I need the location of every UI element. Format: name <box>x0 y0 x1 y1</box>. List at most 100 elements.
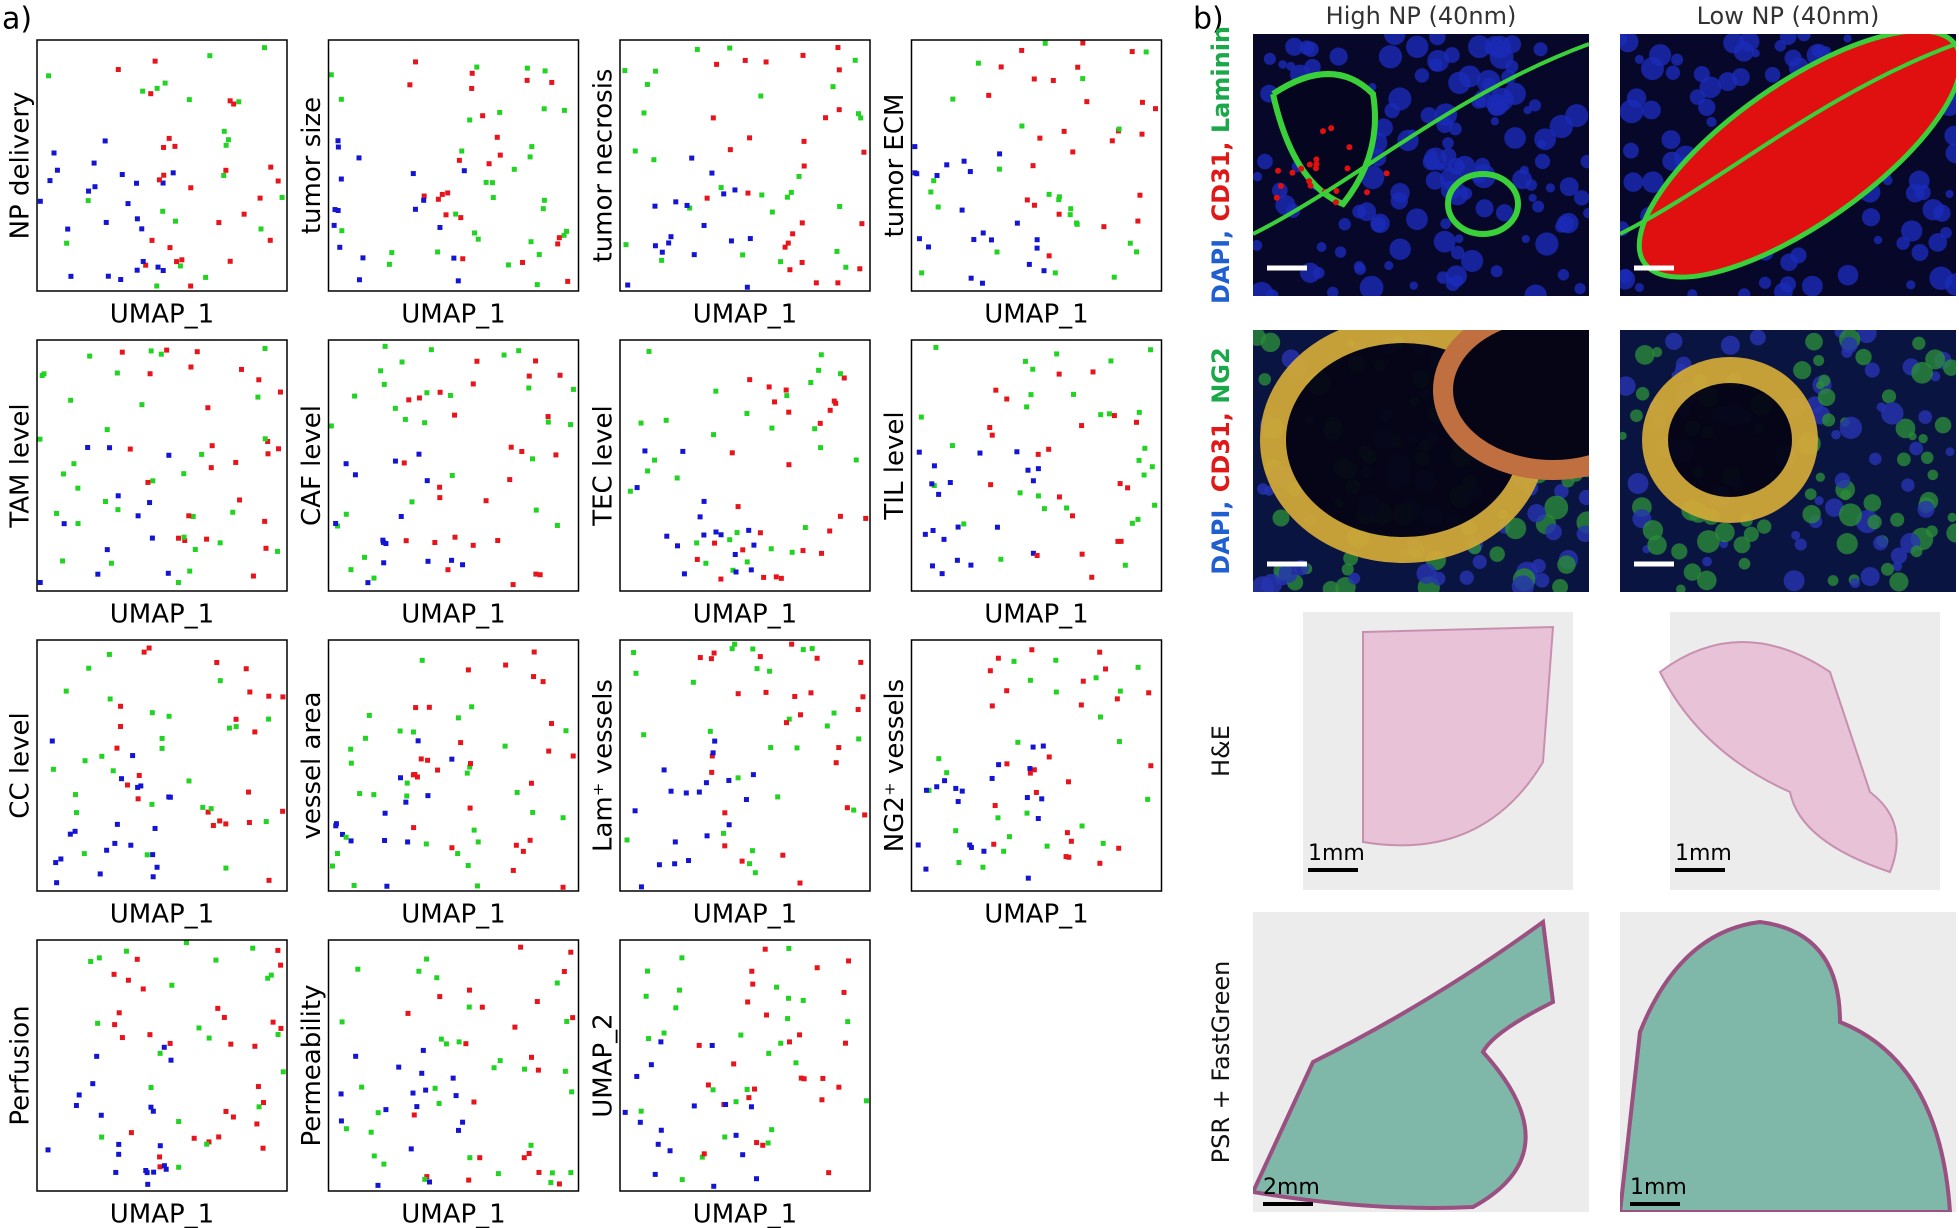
point <box>383 541 389 547</box>
point <box>758 93 764 99</box>
nucleus <box>1454 155 1476 177</box>
y-axis-label: Lam⁺ vessels <box>589 679 619 852</box>
nucleus <box>1671 53 1684 66</box>
point <box>474 64 480 70</box>
nucleus <box>1915 184 1931 201</box>
point <box>947 480 953 486</box>
signal <box>1306 161 1313 168</box>
nucleus <box>1450 245 1465 260</box>
point <box>674 543 680 549</box>
point <box>486 161 492 167</box>
point <box>426 704 432 710</box>
point <box>790 231 796 237</box>
point <box>266 877 272 883</box>
point <box>514 789 520 795</box>
point <box>703 780 709 786</box>
nucleus <box>1687 289 1698 296</box>
nucleus <box>1433 230 1456 253</box>
point <box>526 373 532 379</box>
point <box>1108 358 1114 364</box>
point <box>128 842 134 848</box>
point <box>633 670 639 676</box>
nucleus <box>1751 49 1760 58</box>
point <box>1044 843 1050 849</box>
row-label: H&E <box>1207 725 1235 777</box>
point <box>641 732 647 738</box>
point <box>855 707 861 713</box>
point <box>526 385 532 391</box>
point <box>668 788 674 794</box>
point <box>852 57 858 63</box>
nucleus <box>1360 165 1385 190</box>
point <box>1056 211 1062 217</box>
point <box>691 1103 697 1109</box>
point <box>47 178 53 184</box>
point <box>835 280 841 286</box>
nucleus <box>1627 473 1649 494</box>
point <box>798 712 804 718</box>
nucleus <box>1945 143 1956 164</box>
point <box>814 655 820 661</box>
point <box>231 101 237 107</box>
point <box>505 262 511 268</box>
point <box>419 657 425 663</box>
nucleus <box>1797 34 1811 42</box>
point <box>422 420 428 426</box>
nucleus <box>1738 288 1751 296</box>
nucleus <box>1549 114 1573 139</box>
point <box>467 117 473 123</box>
nucleus <box>1425 171 1445 190</box>
point <box>233 724 239 730</box>
point <box>118 724 124 730</box>
row-label-part: CD31, <box>1207 133 1235 221</box>
point <box>625 282 631 288</box>
point <box>404 780 410 786</box>
point <box>166 135 172 141</box>
point <box>37 436 43 442</box>
signal <box>1313 161 1320 168</box>
point <box>766 1050 772 1056</box>
point <box>784 393 790 399</box>
point <box>730 567 736 573</box>
point <box>223 142 229 148</box>
point <box>82 758 88 764</box>
point <box>746 527 752 533</box>
point <box>140 88 146 94</box>
point <box>1097 860 1103 866</box>
point <box>160 180 166 186</box>
point <box>491 1065 497 1071</box>
signal <box>1344 165 1351 172</box>
point <box>277 389 283 395</box>
point <box>200 804 206 810</box>
point <box>256 1104 262 1110</box>
nucleus <box>1489 546 1505 562</box>
point <box>696 1042 702 1048</box>
point <box>46 73 52 79</box>
point <box>802 525 808 531</box>
nucleus <box>1928 233 1948 252</box>
point <box>375 1182 381 1188</box>
point <box>186 778 192 784</box>
point <box>1046 191 1052 197</box>
point <box>470 542 476 548</box>
point <box>980 864 986 870</box>
point <box>1054 351 1060 357</box>
point <box>421 197 427 203</box>
point <box>740 547 746 553</box>
nucleus <box>1511 575 1534 592</box>
point <box>786 995 792 1001</box>
point <box>1136 457 1142 463</box>
point <box>638 1108 644 1114</box>
point <box>450 1075 456 1081</box>
point <box>536 252 542 258</box>
point <box>338 1091 344 1097</box>
point <box>661 1030 667 1036</box>
point <box>161 1044 167 1050</box>
point <box>1015 739 1021 745</box>
point <box>516 348 522 354</box>
point <box>701 1151 707 1157</box>
point <box>733 1132 739 1138</box>
point <box>817 420 823 426</box>
point <box>834 248 840 254</box>
point <box>991 841 997 847</box>
